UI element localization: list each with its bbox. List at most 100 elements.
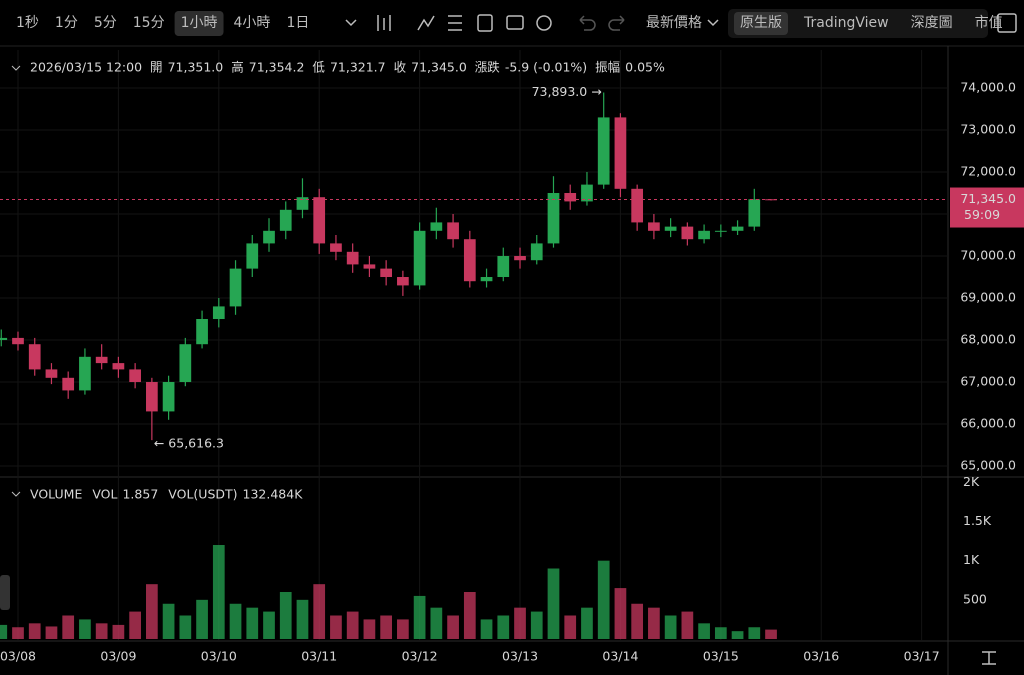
volume-bar [564, 615, 577, 639]
candle-body [581, 184, 593, 202]
volume-bar [296, 599, 309, 639]
candle-body [79, 356, 91, 391]
active-interval-bg [174, 11, 224, 36]
volume-bar [698, 623, 710, 639]
volume-bar [497, 615, 510, 639]
header-field-value: -5.9 (-0.01%) [505, 60, 587, 75]
candle-body [146, 382, 158, 412]
collapse-icon [11, 491, 21, 497]
candle-body [129, 369, 141, 383]
x-tick-label: 03/13 [502, 649, 538, 664]
x-tick-label: 03/11 [301, 649, 337, 664]
volume-title: VOLUME [30, 487, 82, 502]
volume-bar [397, 619, 409, 639]
candle-body [112, 363, 125, 370]
volume-bar [514, 607, 526, 639]
volume-bar [62, 615, 75, 639]
candle-type-icon[interactable] [377, 15, 391, 31]
header-field-label: 低 [312, 60, 325, 75]
candle-body [597, 117, 610, 185]
header-field-value: 71,345.0 [411, 60, 467, 75]
volume-bar [129, 611, 141, 639]
candle-body [614, 117, 627, 189]
volume-bar [748, 627, 761, 639]
header-field-label: 振幅 [595, 60, 620, 75]
volume-bar [614, 588, 627, 639]
header-time: 2026/03/15 12:00 [30, 60, 142, 75]
candle-body [547, 193, 560, 244]
volume-tick-label: 2K [963, 474, 980, 489]
header-field-value: 71,321.7 [330, 60, 386, 75]
volume-tick-label: 1K [963, 552, 980, 567]
indicator-icon[interactable] [417, 15, 435, 31]
candle-body [765, 199, 777, 201]
y-tick-label: 67,000.0 [960, 374, 1016, 389]
candle-body [564, 193, 577, 202]
candle-body [714, 230, 727, 232]
scale-icon[interactable] [982, 651, 996, 665]
volume-tick-label: 1.5K [963, 513, 992, 528]
volume-field-label: VOL [92, 487, 117, 502]
interval-tab[interactable]: 4小時 [234, 15, 271, 31]
interval-tab[interactable]: 1日 [286, 15, 309, 31]
header-field-label: 高 [231, 60, 244, 75]
interval-tab[interactable]: 1分 [55, 15, 78, 31]
candle-body [162, 382, 175, 412]
volume-bar [597, 560, 610, 639]
volume-bar [430, 607, 443, 639]
header-field-value: 0.05% [625, 60, 665, 75]
view-tab[interactable]: 深度圖 [911, 15, 953, 31]
price-type-dropdown[interactable] [707, 19, 719, 27]
list-icon[interactable] [448, 15, 462, 31]
volume-bar [765, 629, 777, 639]
volume-bar [279, 592, 292, 639]
volume-bar [79, 619, 91, 639]
candle-body [380, 268, 393, 278]
volume-bar [413, 595, 426, 639]
side-tab[interactable] [0, 575, 10, 610]
y-tick-label: 73,000.0 [960, 122, 1016, 137]
volume-bar [146, 584, 158, 639]
settings-icon[interactable] [536, 15, 552, 31]
interval-tab[interactable]: 1秒 [16, 15, 39, 31]
view-tab[interactable]: TradingView [803, 15, 889, 31]
volume-bar [162, 603, 175, 639]
header-field-label: 開 [150, 60, 163, 75]
max-label: 73,893.0 → [532, 84, 602, 99]
header-field-label: 漲跌 [475, 60, 501, 75]
candle-body [397, 277, 409, 286]
candle-body [296, 197, 309, 210]
candle-body [95, 356, 108, 364]
last-price-box [950, 187, 1024, 228]
candle-body [530, 243, 543, 261]
view-tab[interactable]: 市值 [975, 14, 1003, 31]
price-type[interactable]: 最新價格 [646, 14, 702, 31]
view-tab[interactable]: 原生版 [740, 15, 782, 31]
interval-tab[interactable]: 1小時 [181, 15, 218, 31]
candle-body [748, 199, 761, 227]
y-tick-label: 65,000.0 [960, 458, 1016, 473]
candle-body [246, 243, 259, 269]
y-tick-label: 66,000.0 [960, 416, 1016, 431]
template-icon[interactable] [506, 15, 524, 30]
candle-body [664, 226, 677, 231]
x-tick-label: 03/12 [402, 649, 438, 664]
volume-bar [179, 615, 192, 639]
volume-bar [648, 607, 660, 639]
undo-icon[interactable] [579, 15, 596, 31]
x-tick-label: 03/08 [0, 649, 36, 664]
interval-tab[interactable]: 15分 [133, 15, 165, 31]
candle-body [514, 256, 526, 261]
redo-icon[interactable] [608, 15, 625, 31]
interval-tab[interactable]: 5分 [94, 15, 117, 31]
x-tick-label: 03/09 [100, 649, 136, 664]
volume-bar [330, 615, 342, 639]
fullscreen-icon[interactable] [997, 13, 1017, 33]
volume-bar [112, 624, 125, 639]
volume-bar [380, 615, 393, 639]
header-field-label: 收 [394, 60, 407, 75]
volume-bar [547, 568, 560, 639]
dropdown-icon[interactable] [345, 19, 357, 27]
draw-icon[interactable] [477, 14, 493, 32]
